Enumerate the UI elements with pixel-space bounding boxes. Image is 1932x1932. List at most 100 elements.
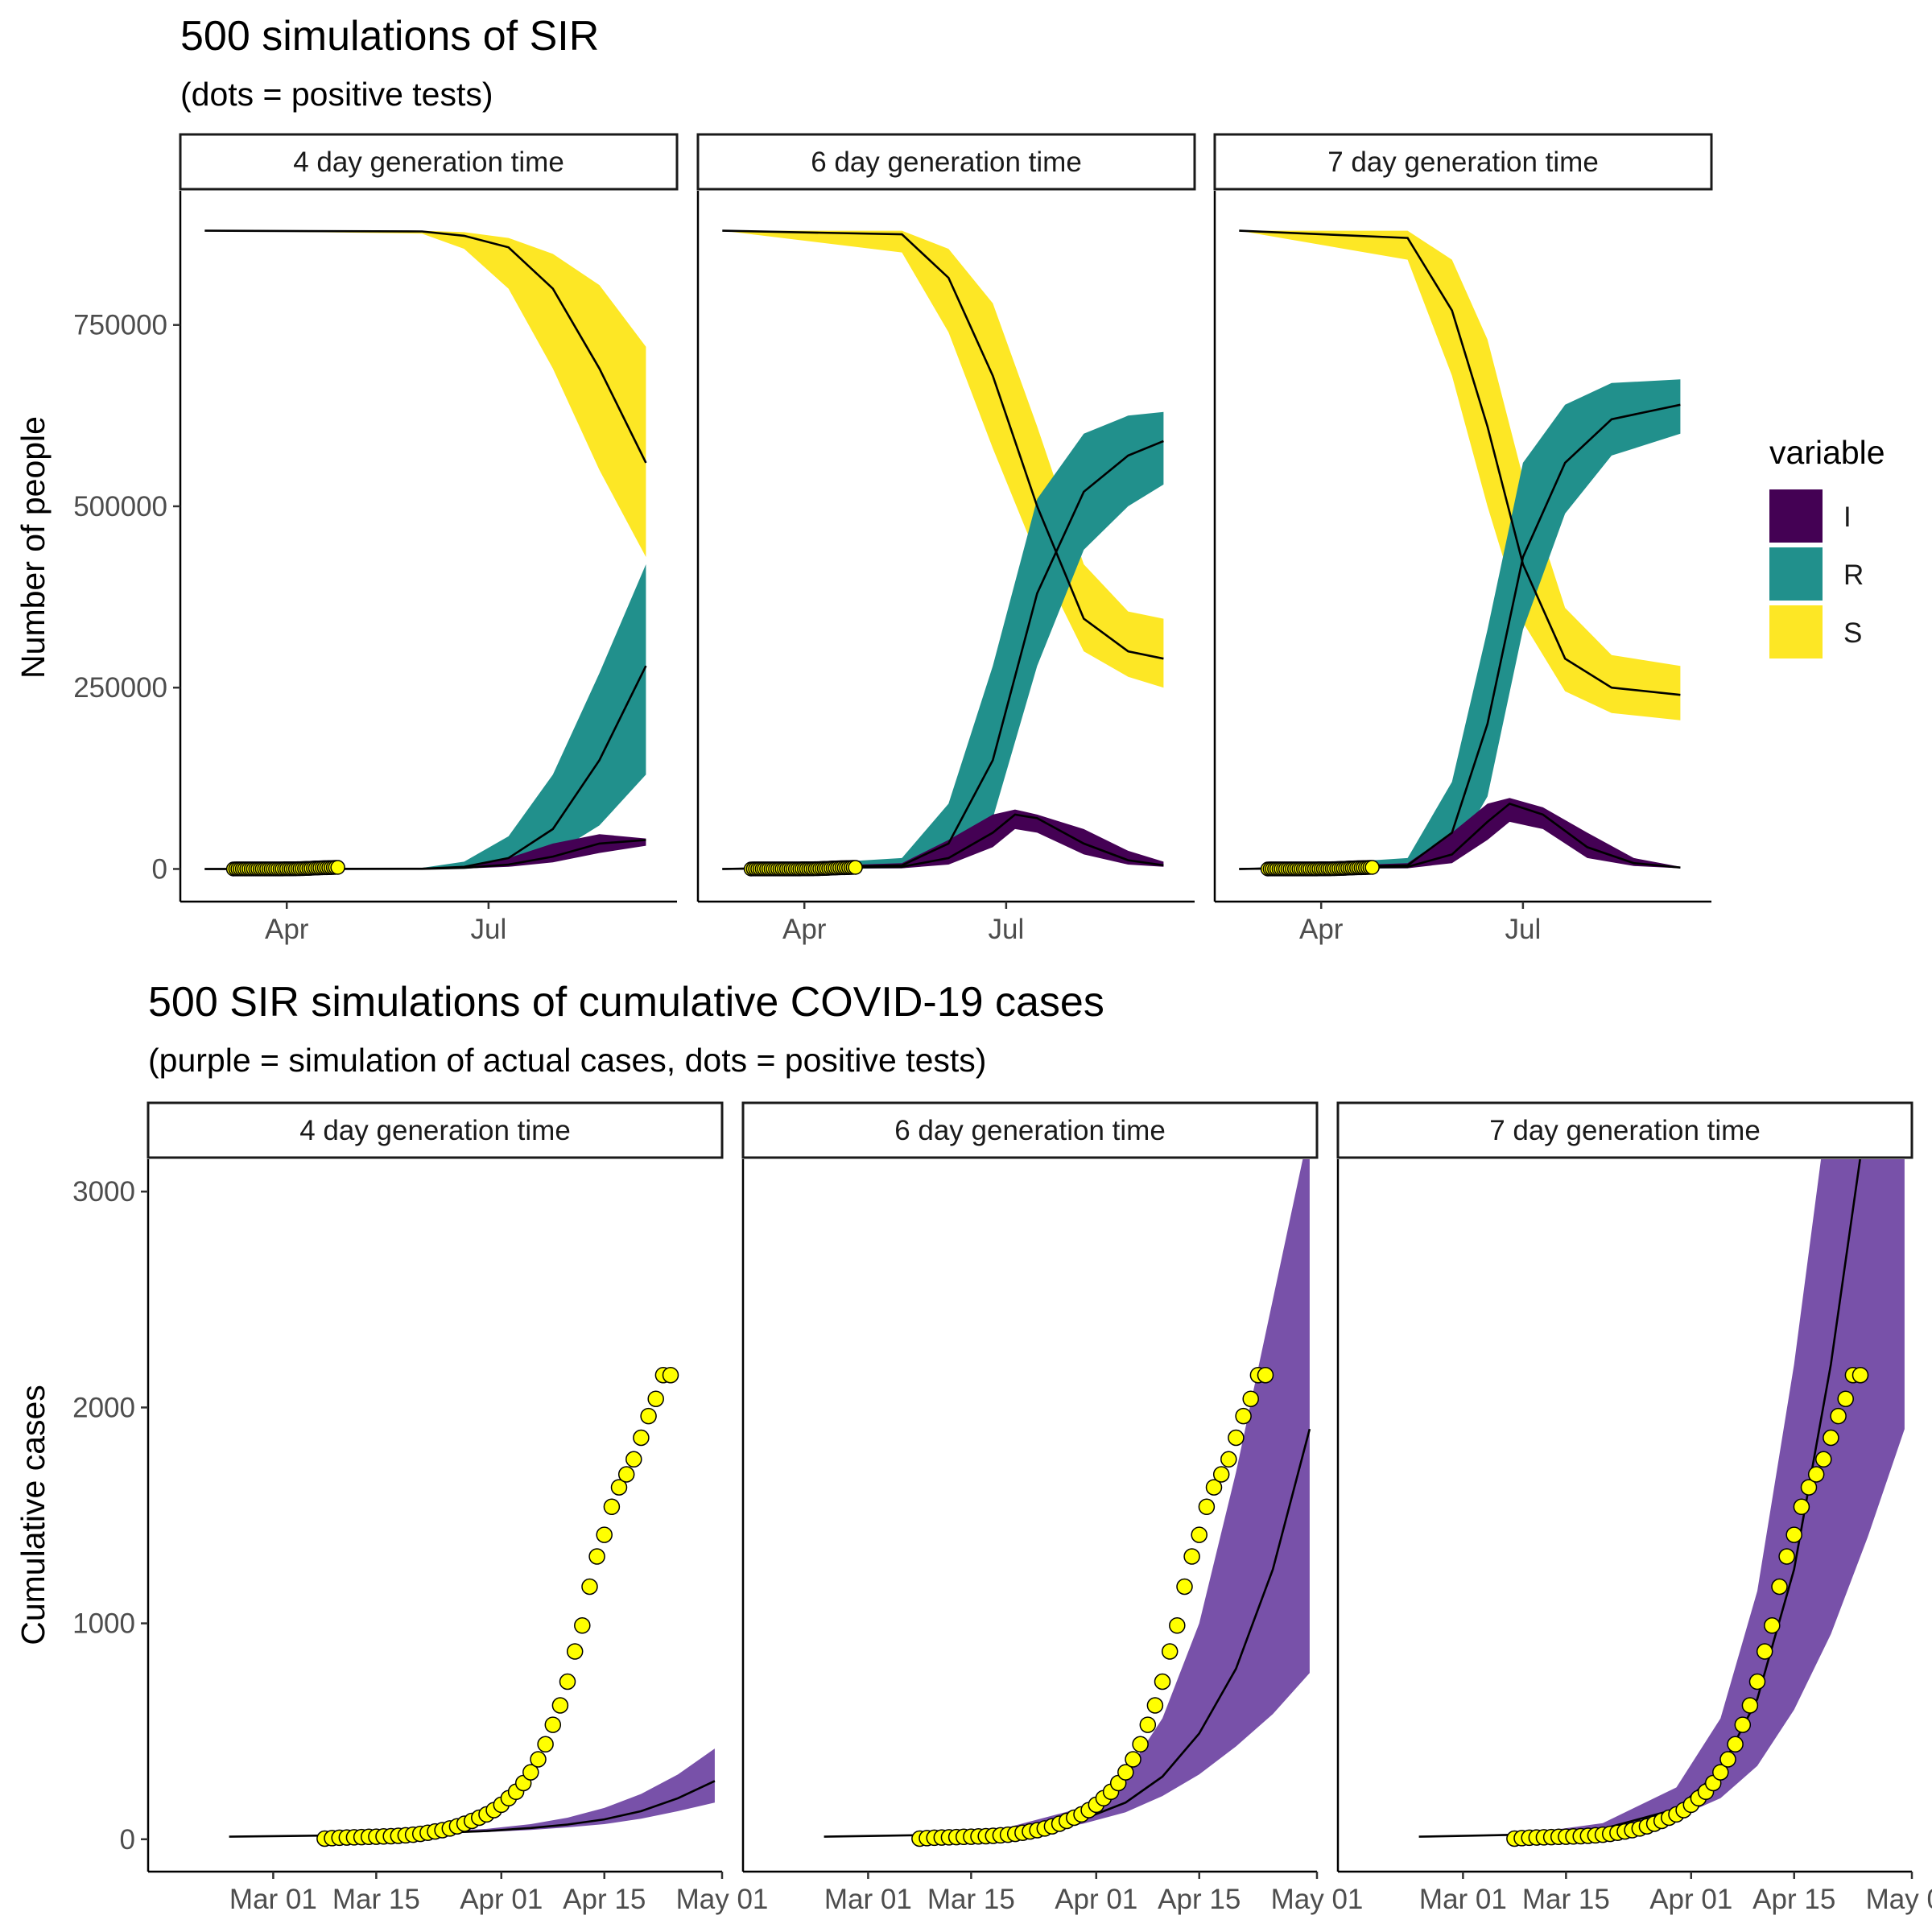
positive-test-dot <box>1734 1716 1752 1733</box>
facet-strip-label: 6 day generation time <box>811 147 1082 178</box>
positive-test-dot <box>633 1429 650 1447</box>
positive-test-dot <box>640 1407 657 1425</box>
positive-test-dot <box>848 860 863 875</box>
positive-test-dot <box>1764 1617 1781 1634</box>
legend: variable I R S <box>1769 434 1885 658</box>
x-tick-label: May 01 <box>1866 1884 1932 1915</box>
median-line-s <box>722 229 1164 660</box>
x-tick-label: Jul <box>988 914 1024 945</box>
simulation-band <box>229 1748 715 1837</box>
positive-test-dot <box>588 1548 605 1565</box>
band-r <box>722 411 1164 869</box>
x-tick-label: Mar 01 <box>824 1884 912 1915</box>
x-tick-label: Apr 15 <box>1752 1884 1835 1915</box>
positive-test-dot <box>662 1366 679 1384</box>
positive-test-dot <box>544 1716 562 1733</box>
positive-test-dot <box>566 1643 584 1660</box>
median-line-i <box>204 839 646 870</box>
y-tick-label: 750000 <box>73 310 167 341</box>
plot-area <box>204 229 647 877</box>
facet-strip-label: 4 day generation time <box>293 147 564 178</box>
y-tick-label: 0 <box>152 853 167 885</box>
band-r <box>204 564 646 869</box>
x-tick-label: Mar 15 <box>332 1884 420 1915</box>
x-tick-label: Jul <box>470 914 506 945</box>
positive-test-dot <box>1785 1526 1802 1543</box>
median-line-i <box>722 813 1164 870</box>
plot-area <box>722 229 1164 877</box>
facet-strip <box>1213 133 1713 191</box>
x-tick-label: Apr 01 <box>460 1884 543 1915</box>
positive-test-dot <box>1132 1736 1149 1753</box>
facet-strip <box>147 1101 724 1159</box>
legend-title: variable <box>1769 434 1885 471</box>
positive-test-dot <box>1837 1390 1854 1407</box>
simulation-band <box>1418 1159 1905 1837</box>
positive-test-dot <box>617 1466 635 1483</box>
panel-3: 7 day generation time Apr Jul <box>1213 133 1713 945</box>
x-tick-label: Mar 01 <box>1419 1884 1507 1915</box>
y-tick-label: 2000 <box>72 1392 135 1423</box>
facet-strip-label: 6 day generation time <box>894 1115 1166 1146</box>
positive-test-dot <box>1727 1736 1744 1753</box>
positive-test-dot <box>1712 1764 1729 1781</box>
positive-test-dot <box>1778 1548 1795 1565</box>
median-line-s <box>204 229 647 464</box>
positive-test-dot <box>1139 1716 1157 1733</box>
positive-test-dot <box>1183 1548 1200 1565</box>
positive-test-dot <box>1198 1498 1216 1516</box>
legend-swatch-s <box>1769 605 1823 658</box>
positive-test-dot <box>1830 1407 1847 1425</box>
positive-test-dot <box>647 1390 664 1407</box>
cumulative-chart: 500 SIR simulations of cumulative COVID-… <box>14 979 1104 1645</box>
facet-strip-label: 7 day generation time <box>1489 1115 1761 1146</box>
median-line-s <box>1239 229 1681 696</box>
positive-test-dot <box>522 1764 539 1781</box>
median-line-r <box>1239 403 1681 870</box>
chart-title: 500 simulations of SIR <box>180 13 599 60</box>
sir-chart: 500 simulations of SIR (dots = positive … <box>14 13 1885 679</box>
x-tick-label: May 01 <box>676 1884 769 1915</box>
panel-3: 7 day generation time Mar 01 Mar 15 Apr 01 A… <box>1336 1101 1932 1915</box>
x-tick-label: Apr 01 <box>1649 1884 1732 1915</box>
x-tick-label: Apr <box>265 914 309 945</box>
positive-test-dot <box>1235 1407 1252 1425</box>
positive-test-dot <box>610 1479 628 1496</box>
positive-test-dot <box>1793 1498 1810 1516</box>
panel-2: 6 day generation time Apr Jul <box>696 133 1196 945</box>
chart-title: 500 SIR simulations of cumulative COVID-… <box>148 979 1104 1026</box>
legend-label-s: S <box>1843 617 1862 649</box>
chart-subtitle: (dots = positive tests) <box>180 76 493 113</box>
simulation-band <box>824 1159 1310 1837</box>
positive-test-dot <box>1161 1643 1179 1660</box>
y-tick-label: 250000 <box>73 672 167 704</box>
positive-test-dot <box>1719 1751 1736 1768</box>
positive-test-dot <box>596 1526 613 1543</box>
x-tick-label: Apr <box>1299 914 1344 945</box>
y-tick-label: 3000 <box>72 1176 135 1208</box>
positive-test-dot <box>1205 1479 1223 1496</box>
positive-test-dot <box>574 1617 591 1634</box>
panel-1: 4 day generation time Apr Jul 0 250000 500000… <box>73 133 679 945</box>
legend-swatch-r <box>1769 547 1823 601</box>
plot-area <box>824 1159 1311 1847</box>
x-tick-label: Jul <box>1505 914 1541 945</box>
facet-strip-label: 7 day generation time <box>1327 147 1599 178</box>
facet-strip-label: 4 day generation time <box>299 1115 571 1146</box>
y-tick-label: 500000 <box>73 491 167 522</box>
x-tick-label: Apr 15 <box>563 1884 646 1915</box>
positive-test-dot <box>1748 1673 1766 1690</box>
positive-test-dot <box>1771 1578 1788 1596</box>
x-tick-label: Mar 15 <box>927 1884 1015 1915</box>
panel-1: 4 day generation time Mar 01 Mar 15 Apr 01 A… <box>72 1101 769 1915</box>
y-axis-title: Number of people <box>14 416 52 679</box>
y-tick-label: 1000 <box>72 1608 135 1640</box>
positive-test-dot <box>537 1736 554 1753</box>
legend-label-i: I <box>1843 502 1852 533</box>
facet-strip <box>179 133 679 191</box>
positive-test-dot <box>1823 1429 1839 1447</box>
facet-strip <box>1336 1101 1913 1159</box>
positive-test-dot <box>559 1673 576 1690</box>
positive-test-dot <box>1176 1578 1193 1596</box>
plot-area <box>1239 229 1681 877</box>
